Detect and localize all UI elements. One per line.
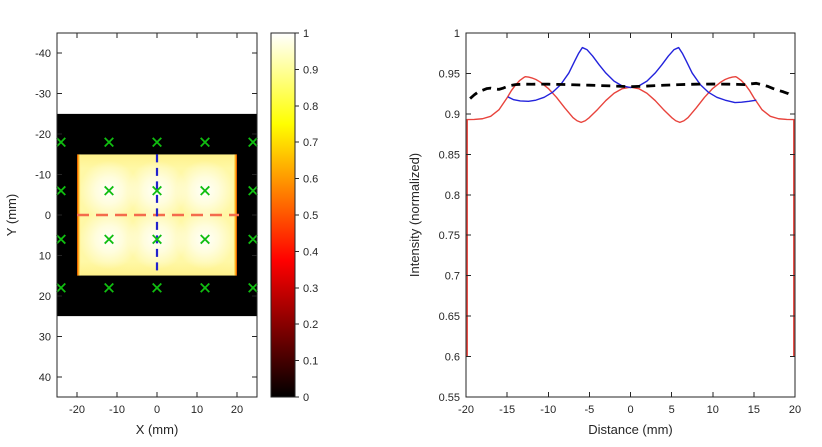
profile-x-tick-label: 5 — [669, 404, 675, 416]
colorbar-tick-label: 0.7 — [303, 137, 318, 149]
sensor-markers — [56, 137, 258, 293]
sensor-marker-x — [104, 137, 114, 148]
profile-x-tick-label: 10 — [707, 404, 719, 416]
sensor-marker-x — [248, 282, 258, 293]
heatmap-y-tick-label: 10 — [39, 250, 51, 262]
profile-y-tick-label: 1 — [454, 28, 460, 40]
colorbar-tick-label: 1 — [303, 28, 309, 40]
profile-axes-background — [466, 33, 795, 397]
heatmap-y-tick-label: -10 — [35, 170, 51, 182]
heatmap-x-tick-label: 10 — [191, 404, 203, 416]
sensor-marker-x — [152, 185, 162, 196]
profile-x-axis-label: Distance (mm) — [588, 422, 673, 437]
sensor-marker-x — [56, 234, 66, 245]
heatmap-x-tick-label: -20 — [69, 404, 85, 416]
series-vertical-cross-section — [507, 46, 757, 104]
profile-x-tick-label: -5 — [584, 404, 594, 416]
colorbar-tick-label: 0.9 — [303, 64, 318, 76]
heatmap-y-tick-label: 0 — [45, 210, 51, 222]
profile-x-tick-label: -15 — [499, 404, 515, 416]
colorbar-gradient — [270, 32, 296, 398]
sensor-marker-x — [248, 185, 258, 196]
heatmap-x-tick-label: 20 — [231, 404, 243, 416]
series-measured-profile — [469, 81, 793, 100]
colorbar-tick-label: 0.3 — [303, 283, 318, 295]
heatmap-y-tick-label: 20 — [39, 291, 51, 303]
sensor-marker-x — [56, 137, 66, 148]
sensor-marker-x — [200, 282, 210, 293]
sensor-marker-x — [248, 234, 258, 245]
heatmap-x-tick-label: -10 — [109, 404, 125, 416]
heatmap-x-axis-label: X (mm) — [136, 422, 179, 437]
heatmap-y-tick-label: -20 — [35, 129, 51, 141]
sensor-marker-x — [104, 234, 114, 245]
sensor-marker-x — [56, 282, 66, 293]
profile-x-tick-label: -10 — [540, 404, 556, 416]
colorbar-tick-label: 0.5 — [303, 210, 318, 222]
profile-y-tick-label: 0.9 — [445, 109, 460, 121]
colorbar-tick-label: 0.6 — [303, 174, 318, 186]
colorbar — [270, 32, 299, 398]
sensor-marker-x — [152, 234, 162, 245]
sensor-marker-x — [152, 137, 162, 148]
colorbar-tick-label: 0.2 — [303, 319, 318, 331]
colorbar-tick-label: 0.8 — [303, 101, 318, 113]
sensor-marker-x — [248, 137, 258, 148]
profile-axes — [465, 32, 796, 398]
sensor-marker-x — [104, 185, 114, 196]
sensor-marker-x — [200, 234, 210, 245]
sensor-marker-x — [56, 185, 66, 196]
heatmap-y-tick-label: 40 — [39, 372, 51, 384]
sensor-marker-x — [200, 185, 210, 196]
colorbar-tick-label: 0.1 — [303, 356, 318, 368]
profile-y-tick-label: 0.8 — [445, 190, 460, 202]
profile-x-tick-label: 0 — [627, 404, 633, 416]
heatmap-axes — [56, 32, 258, 398]
profile-x-tick-label: 15 — [748, 404, 760, 416]
profile-x-tick-label: 20 — [789, 404, 801, 416]
sensor-marker-x — [104, 282, 114, 293]
heatmap-y-tick-label: 30 — [39, 331, 51, 343]
profile-y-tick-label: 0.95 — [439, 68, 460, 80]
profile-y-tick-label: 0.75 — [439, 230, 460, 242]
profile-y-tick-label: 0.7 — [445, 271, 460, 283]
colorbar-tick-label: 0 — [303, 392, 309, 404]
heatmap-y-tick-label: -30 — [35, 89, 51, 101]
profile-x-tick-label: -20 — [458, 404, 474, 416]
profile-y-tick-label: 0.55 — [439, 392, 460, 404]
heatmap-y-axis-label: Y (mm) — [4, 194, 19, 236]
profile-plot — [466, 33, 795, 397]
heatmap-x-tick-label: 0 — [154, 404, 160, 416]
sensor-marker-x — [152, 282, 162, 293]
sensor-marker-x — [200, 137, 210, 148]
profile-y-tick-label: 0.85 — [439, 149, 460, 161]
heatmap-plot — [56, 33, 258, 397]
heatmap-y-tick-label: -40 — [35, 48, 51, 60]
profile-y-axis-label: Intensity (normalized) — [407, 153, 422, 277]
profile-y-tick-label: 0.65 — [439, 311, 460, 323]
colorbar-tick-label: 0.4 — [303, 246, 318, 258]
profile-y-tick-label: 0.6 — [445, 352, 460, 364]
